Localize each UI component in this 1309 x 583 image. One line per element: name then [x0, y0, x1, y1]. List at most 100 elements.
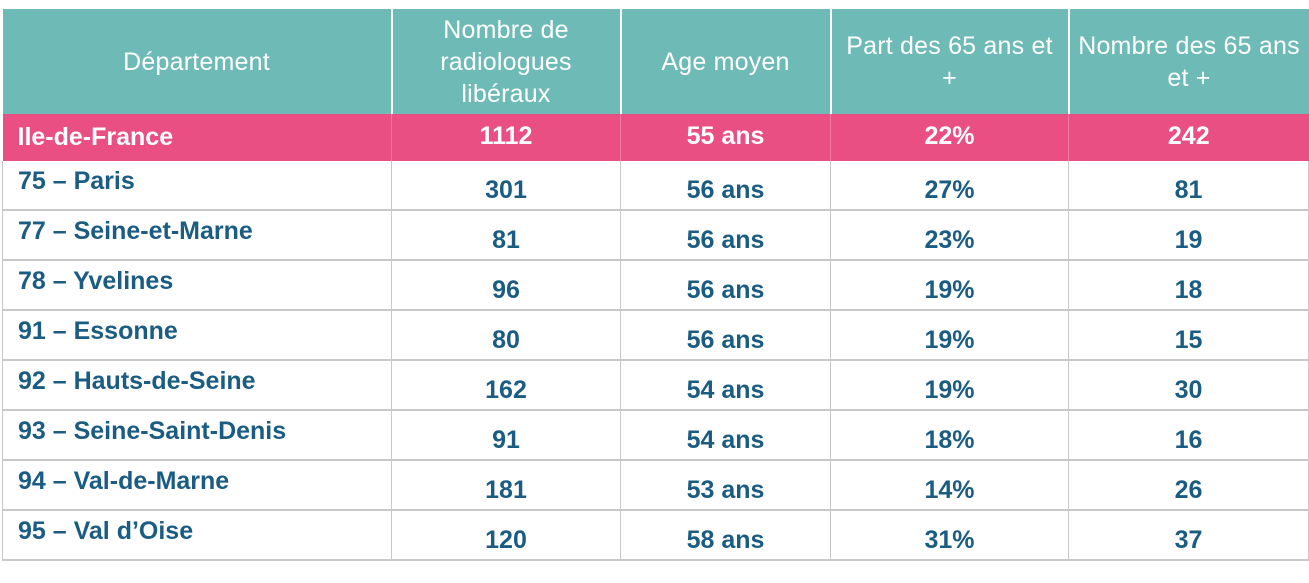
- region-label: Ile-de-France: [2, 114, 392, 161]
- row-age-value: 54 ans: [686, 425, 765, 454]
- row-radiologues-value: 81: [492, 225, 520, 254]
- row-radiologues: 96: [391, 260, 621, 311]
- row-part: 14%: [830, 460, 1069, 511]
- row-age: 56 ans: [620, 210, 831, 261]
- row-label-text: 94 – Val-de-Marne: [18, 466, 230, 495]
- row-radiologues: 80: [391, 310, 621, 361]
- row-age-value: 54 ans: [686, 375, 765, 404]
- row-radiologues: 81: [391, 210, 621, 261]
- row-age-value: 56 ans: [686, 225, 765, 254]
- row-nombre-65: 15: [1068, 310, 1309, 361]
- row-label: 77 – Seine-et-Marne: [2, 210, 392, 261]
- table-body: Ile-de-France 1112 55 ans 22% 242 75 – P…: [2, 114, 1309, 561]
- header-part-65: Part des 65 ans et +: [830, 9, 1070, 114]
- row-nombre-65-value: 81: [1174, 175, 1203, 204]
- table-row: 91 – Essonne 80 56 ans 19% 15: [2, 310, 1309, 361]
- row-radiologues: 91: [391, 410, 621, 461]
- row-radiologues-value: 96: [492, 275, 520, 304]
- table-row: 92 – Hauts-de-Seine 162 54 ans 19% 30: [2, 360, 1309, 411]
- row-label-text: 75 – Paris: [18, 166, 135, 195]
- row-part-value: 19%: [924, 275, 975, 304]
- row-radiologues-value: 91: [492, 425, 520, 454]
- row-part-value: 14%: [924, 475, 975, 504]
- row-radiologues: 120: [391, 510, 621, 561]
- row-label: 78 – Yvelines: [2, 260, 392, 311]
- row-nombre-65-value: 16: [1174, 425, 1203, 454]
- region-label-text: Ile-de-France: [17, 123, 174, 151]
- radiologues-table: Département Nombre de radiologues libéra…: [2, 9, 1309, 561]
- row-part: 19%: [830, 360, 1069, 411]
- row-nombre-65: 18: [1068, 260, 1309, 311]
- row-label: 93 – Seine-Saint-Denis: [2, 410, 392, 461]
- row-label-text: 77 – Seine-et-Marne: [18, 216, 253, 245]
- region-part-value: 22%: [924, 122, 975, 150]
- row-label-text: 93 – Seine-Saint-Denis: [18, 416, 287, 445]
- row-part-value: 23%: [924, 225, 975, 254]
- row-label: 95 – Val d’Oise: [2, 510, 392, 561]
- row-age: 56 ans: [620, 260, 831, 311]
- row-radiologues: 181: [391, 460, 621, 511]
- row-age-value: 56 ans: [686, 325, 765, 354]
- row-part-value: 19%: [924, 325, 975, 354]
- header-age-moyen: Age moyen: [620, 9, 832, 114]
- row-age-value: 56 ans: [686, 175, 765, 204]
- row-nombre-65-value: 15: [1174, 325, 1203, 354]
- region-radiologues-value: 1112: [479, 122, 533, 150]
- table-row: 77 – Seine-et-Marne 81 56 ans 23% 19: [2, 210, 1309, 261]
- row-age: 53 ans: [620, 460, 831, 511]
- region-row: Ile-de-France 1112 55 ans 22% 242: [2, 114, 1309, 161]
- row-nombre-65: 37: [1068, 510, 1309, 561]
- row-nombre-65-value: 19: [1174, 225, 1203, 254]
- row-part: 31%: [830, 510, 1069, 561]
- row-part: 19%: [830, 310, 1069, 361]
- row-label: 94 – Val-de-Marne: [2, 460, 392, 511]
- row-part: 18%: [830, 410, 1069, 461]
- row-radiologues-value: 80: [492, 325, 520, 354]
- row-nombre-65-value: 37: [1174, 525, 1203, 554]
- row-part-value: 19%: [924, 375, 975, 404]
- table-row: 94 – Val-de-Marne 181 53 ans 14% 26: [2, 460, 1309, 511]
- row-label-text: 91 – Essonne: [18, 316, 178, 345]
- row-label-text: 95 – Val d’Oise: [18, 516, 194, 545]
- table-row: 95 – Val d’Oise 120 58 ans 31% 37: [2, 510, 1309, 561]
- row-age: 56 ans: [620, 310, 831, 361]
- row-radiologues: 301: [391, 161, 621, 211]
- row-nombre-65-value: 30: [1174, 375, 1203, 404]
- row-part: 27%: [830, 161, 1069, 211]
- region-part: 22%: [830, 114, 1069, 161]
- row-radiologues: 162: [391, 360, 621, 411]
- row-part-value: 18%: [924, 425, 975, 454]
- row-age: 56 ans: [620, 161, 831, 211]
- row-label: 91 – Essonne: [2, 310, 392, 361]
- row-radiologues-value: 162: [485, 375, 527, 404]
- region-age-value: 55 ans: [686, 122, 765, 150]
- row-label: 75 – Paris: [2, 161, 392, 211]
- row-part-value: 27%: [924, 175, 975, 204]
- header-nombre-radiologues: Nombre de radiologues libéraux: [391, 9, 622, 114]
- row-radiologues-value: 301: [485, 175, 527, 204]
- row-part: 19%: [830, 260, 1069, 311]
- row-nombre-65-value: 26: [1174, 475, 1203, 504]
- row-age-value: 58 ans: [686, 525, 765, 554]
- row-label-text: 78 – Yvelines: [18, 266, 174, 295]
- table-row: 75 – Paris 301 56 ans 27% 81: [2, 161, 1309, 211]
- region-age: 55 ans: [620, 114, 831, 161]
- table-header: Département Nombre de radiologues libéra…: [2, 9, 1309, 114]
- region-nombre-65-value: 242: [1167, 122, 1210, 150]
- row-label: 92 – Hauts-de-Seine: [2, 360, 392, 411]
- table-row: 78 – Yvelines 96 56 ans 19% 18: [2, 260, 1309, 311]
- row-nombre-65: 81: [1068, 161, 1309, 211]
- row-age: 54 ans: [620, 360, 831, 411]
- row-part: 23%: [830, 210, 1069, 261]
- row-age: 58 ans: [620, 510, 831, 561]
- header-row: Département Nombre de radiologues libéra…: [2, 9, 1309, 114]
- row-part-value: 31%: [924, 525, 975, 554]
- row-age-value: 53 ans: [686, 475, 765, 504]
- row-radiologues-value: 120: [485, 525, 527, 554]
- row-nombre-65: 30: [1068, 360, 1309, 411]
- row-age-value: 56 ans: [686, 275, 765, 304]
- row-radiologues-value: 181: [485, 475, 527, 504]
- header-departement: Département: [2, 9, 393, 114]
- header-nombre-65: Nombre des 65 ans et +: [1068, 9, 1309, 114]
